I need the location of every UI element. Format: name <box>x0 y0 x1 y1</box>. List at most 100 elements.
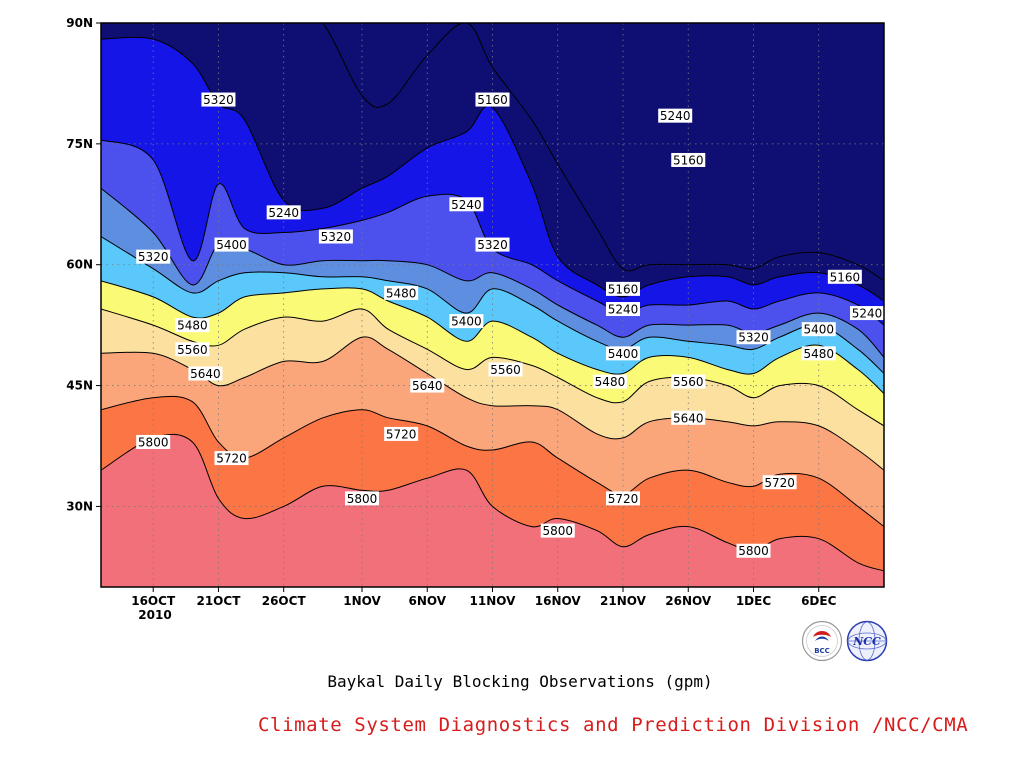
svg-text:5240: 5240 <box>608 303 639 317</box>
svg-text:5320: 5320 <box>477 238 508 252</box>
x-tick-21NOV: 21NOV <box>600 594 647 608</box>
contour-label-5720: 5720 <box>606 491 640 506</box>
contour-label-5160: 5160 <box>475 92 510 107</box>
contour-label-5640: 5640 <box>410 378 445 393</box>
svg-text:5720: 5720 <box>764 476 795 490</box>
contour-label-5560: 5560 <box>175 342 210 357</box>
contour-label-5480: 5480 <box>592 374 627 389</box>
svg-text:5320: 5320 <box>138 250 169 264</box>
contour-label-5240: 5240 <box>658 108 693 123</box>
x-axis: 16OCT 21OCT 26OCT 1NOV 6NOV 11NOV 16NOV 21NOV 26… <box>131 587 837 608</box>
x-axis-year-label: 2010 <box>138 608 171 622</box>
svg-text:5320: 5320 <box>321 230 352 244</box>
contour-label-5320: 5320 <box>201 92 236 107</box>
svg-text:5320: 5320 <box>738 331 769 345</box>
contour-label-5400: 5400 <box>449 314 484 329</box>
svg-text:5240: 5240 <box>451 198 482 212</box>
contour-5480 <box>101 280 884 394</box>
svg-text:5720: 5720 <box>216 452 247 466</box>
contour-label-5160: 5160 <box>827 269 862 284</box>
svg-text:5480: 5480 <box>595 375 626 389</box>
contour-label-5560: 5560 <box>488 362 523 377</box>
contour-label-5320: 5320 <box>736 330 771 345</box>
svg-text:5160: 5160 <box>830 270 861 284</box>
contour-label-5320: 5320 <box>475 237 510 252</box>
contour-label-5800: 5800 <box>736 543 771 558</box>
svg-text:5400: 5400 <box>803 323 834 337</box>
contour-5160 <box>101 36 884 302</box>
contour-label-5160: 5160 <box>606 281 640 296</box>
contour-label-5240: 5240 <box>449 197 484 212</box>
contour-label-5640: 5640 <box>188 366 223 381</box>
svg-text:5640: 5640 <box>190 367 221 381</box>
contour-label-5240: 5240 <box>850 306 884 321</box>
contour-5640 <box>101 336 884 471</box>
contour-label-5480: 5480 <box>384 285 419 300</box>
svg-text:5720: 5720 <box>608 492 639 506</box>
contour-label-5720: 5720 <box>762 475 797 490</box>
svg-text:BCC: BCC <box>814 647 830 655</box>
contour-label-5480: 5480 <box>175 318 210 333</box>
svg-text:5240: 5240 <box>852 307 883 321</box>
svg-text:5800: 5800 <box>738 544 769 558</box>
contour-label-5320: 5320 <box>136 249 171 264</box>
svg-text:5160: 5160 <box>673 153 704 167</box>
contour-label-5560: 5560 <box>671 374 706 389</box>
contour-label-5800: 5800 <box>540 523 575 538</box>
svg-text:5800: 5800 <box>138 435 169 449</box>
contour-5400 <box>101 236 884 374</box>
y-tick-75N: 75N <box>66 137 93 151</box>
contour-5080 <box>322 23 884 282</box>
contour-label-5160: 5160 <box>671 152 706 167</box>
chart-caption: Baykal Daily Blocking Observations (gpm) <box>327 672 713 691</box>
svg-text:NCC: NCC <box>852 635 881 648</box>
contour-label-5800: 5800 <box>345 491 379 506</box>
y-tick-90N: 90N <box>66 16 93 30</box>
band-above-5080 <box>322 23 884 281</box>
x-tick-16NOV: 16NOV <box>535 594 582 608</box>
contour-label-5400: 5400 <box>606 346 640 361</box>
contour-label-5400: 5400 <box>801 322 836 337</box>
svg-text:5400: 5400 <box>451 315 482 329</box>
svg-text:5560: 5560 <box>177 343 208 357</box>
svg-text:5720: 5720 <box>386 427 417 441</box>
svg-text:5320: 5320 <box>203 93 234 107</box>
svg-text:5240: 5240 <box>268 206 299 220</box>
contour-labels: 5320 5160 5240 5160 5240 5240 5320 5400 5320 5320… <box>136 92 884 558</box>
contour-label-5720: 5720 <box>214 451 249 466</box>
x-tick-1NOV: 1NOV <box>343 594 381 608</box>
contour-label-5480: 5480 <box>801 346 836 361</box>
x-tick-6DEC: 6DEC <box>801 594 837 608</box>
y-axis: 90N 75N 60N 45N 30N <box>66 16 101 513</box>
svg-text:5560: 5560 <box>490 363 521 377</box>
contour-label-5720: 5720 <box>384 426 419 441</box>
contour-label-5400: 5400 <box>214 237 249 252</box>
contour-label-5800: 5800 <box>136 434 171 449</box>
contour-label-5240: 5240 <box>606 302 640 317</box>
x-tick-21OCT: 21OCT <box>196 594 241 608</box>
y-tick-30N: 30N <box>66 499 93 513</box>
svg-text:5480: 5480 <box>803 347 834 361</box>
x-tick-11NOV: 11NOV <box>470 594 517 608</box>
x-tick-6NOV: 6NOV <box>408 594 446 608</box>
credit-line: Climate System Diagnostics and Predictio… <box>258 714 969 736</box>
svg-text:5560: 5560 <box>673 375 704 389</box>
svg-text:5800: 5800 <box>542 524 573 538</box>
svg-text:5640: 5640 <box>412 379 443 393</box>
svg-text:5400: 5400 <box>216 238 247 252</box>
x-tick-26OCT: 26OCT <box>262 594 307 608</box>
svg-text:5800: 5800 <box>347 492 378 506</box>
y-tick-45N: 45N <box>66 379 93 393</box>
contour-5560 <box>101 308 884 427</box>
svg-text:5160: 5160 <box>477 93 508 107</box>
x-tick-16OCT: 16OCT <box>131 594 176 608</box>
contour-label-5240: 5240 <box>266 205 301 220</box>
bcc-logo: BCC <box>801 620 843 662</box>
contour-label-5320: 5320 <box>318 229 353 244</box>
svg-text:5480: 5480 <box>386 286 417 300</box>
x-tick-26NOV: 26NOV <box>665 594 712 608</box>
y-tick-60N: 60N <box>66 258 93 272</box>
svg-text:5480: 5480 <box>177 319 208 333</box>
contour-5240 <box>101 139 884 326</box>
